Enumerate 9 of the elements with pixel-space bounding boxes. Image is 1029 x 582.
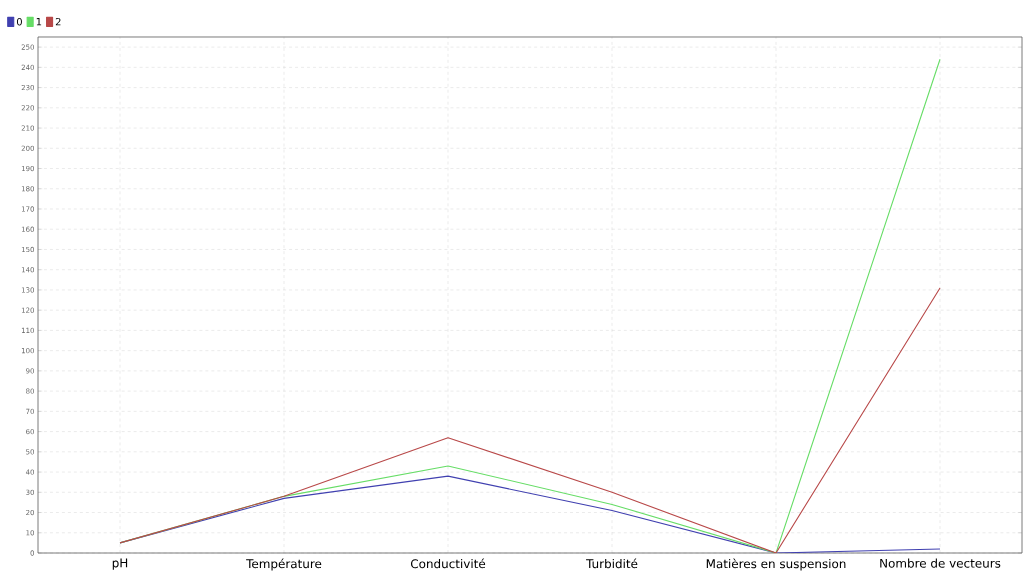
x-tick-label: Matières en suspension <box>706 558 846 571</box>
legend-label: 1 <box>36 17 42 26</box>
x-tick-label: Nombre de vecteurs <box>880 558 1001 568</box>
x-tick-label: Température <box>246 558 322 571</box>
x-tick-label: Conductivité <box>410 558 486 569</box>
legend-label: 2 <box>55 17 61 26</box>
x-tick-label: pH <box>112 558 128 570</box>
line-series <box>119 287 941 553</box>
x-tick-label: Turbidité <box>586 558 638 569</box>
